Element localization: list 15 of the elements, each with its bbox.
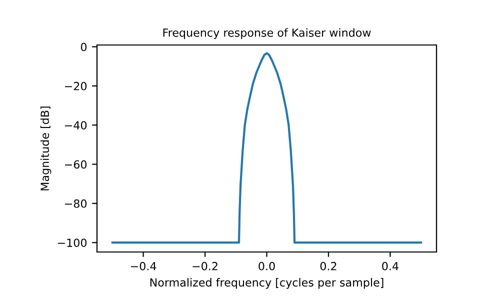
y-tick-label: −100 <box>58 238 87 247</box>
x-tick-label: 0.4 <box>382 262 398 270</box>
line-series <box>111 52 422 244</box>
x-tick-label: −0.4 <box>130 262 156 270</box>
y-axis-title: Magnitude [dB] <box>40 106 52 190</box>
y-tick-label: −40 <box>65 121 87 130</box>
y-tick-label: −20 <box>65 82 87 90</box>
x-tick-label: −0.2 <box>192 262 218 270</box>
x-tick-label: 0.2 <box>320 262 336 270</box>
y-tick-label: −80 <box>65 199 87 208</box>
x-tick-label: 0.0 <box>258 262 275 270</box>
x-axis-title: Normalized frequency [cycles per sample] <box>150 278 384 289</box>
y-tick-label: −60 <box>65 160 87 169</box>
y-tick-label: 0 <box>80 42 87 52</box>
chart-title: Frequency response of Kaiser window <box>163 28 371 39</box>
